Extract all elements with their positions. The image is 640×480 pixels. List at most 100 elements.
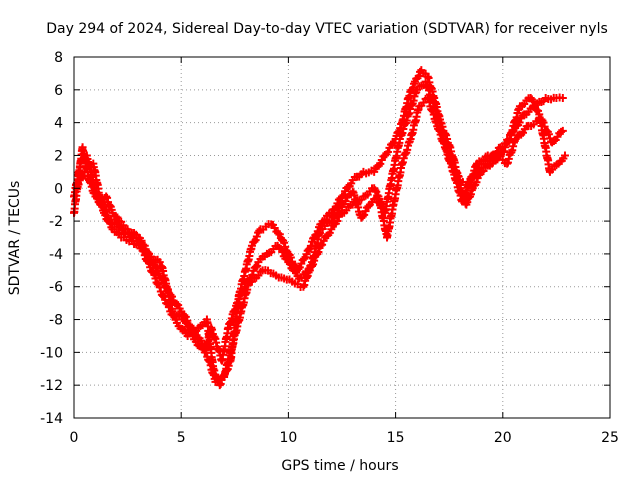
data-point: [247, 277, 256, 286]
data-point: [295, 263, 304, 272]
y-tick-label: 8: [54, 50, 63, 66]
data-point: [78, 172, 87, 181]
data-point: [251, 236, 260, 245]
data-point: [405, 137, 414, 146]
data-point: [250, 237, 259, 246]
data-point: [510, 136, 519, 145]
data-point: [145, 259, 154, 268]
x-axis-label: GPS time / hours: [281, 458, 398, 474]
ticks: [73, 56, 611, 419]
x-tick-label: 0: [70, 430, 79, 446]
data-point: [168, 304, 177, 313]
data-point: [347, 179, 356, 188]
data-point: [298, 256, 307, 265]
data-point: [494, 143, 503, 152]
data-point: [529, 97, 538, 106]
x-tick-label: 15: [387, 430, 405, 446]
data-point: [363, 203, 372, 212]
data-point: [192, 326, 201, 335]
data-point: [503, 135, 512, 144]
data-point: [559, 154, 568, 163]
data-point: [260, 252, 269, 261]
data-point: [182, 319, 191, 328]
data-series-3: [72, 94, 569, 365]
y-tick-label: -12: [40, 378, 63, 394]
data-point: [364, 202, 373, 211]
x-tick-label: 25: [601, 430, 619, 446]
data-point: [188, 331, 197, 340]
data-point: [125, 237, 134, 246]
data-point: [307, 261, 316, 270]
y-tick-label: 2: [54, 148, 63, 164]
y-tick-label: 0: [54, 181, 63, 197]
grid: [74, 57, 610, 418]
data-point: [471, 170, 480, 179]
y-tick-label: -14: [40, 411, 63, 427]
data-point: [183, 322, 192, 331]
data-point: [111, 212, 120, 221]
y-tick-label: -10: [40, 345, 63, 361]
x-tick-label: 10: [279, 430, 297, 446]
data-point: [240, 286, 249, 295]
data-point: [266, 269, 275, 278]
plot-frame: [73, 56, 611, 419]
tick-labels: 0 5 10 15 20 25 -14 -12 -10 -8 -6 -4 -2 0 2 4 6 8: [40, 50, 619, 446]
data-point: [534, 106, 543, 115]
data-point: [79, 171, 88, 180]
data-point: [255, 226, 264, 235]
data-point: [409, 79, 418, 88]
data-point: [472, 178, 481, 187]
data-point: [153, 255, 162, 264]
data-point: [274, 229, 283, 238]
data-point: [448, 166, 457, 175]
data-point: [367, 166, 376, 175]
data-point: [386, 180, 395, 189]
data-point: [440, 139, 449, 148]
data-point: [300, 254, 309, 263]
data-point: [333, 208, 342, 217]
data-point: [235, 294, 244, 303]
data-point: [236, 309, 245, 318]
data-point: [483, 156, 492, 165]
data-point: [376, 159, 385, 168]
data-point: [325, 218, 334, 227]
data-point: [414, 71, 423, 80]
data-point: [177, 312, 186, 321]
data-point: [113, 213, 122, 222]
y-tick-label: 6: [54, 83, 63, 99]
data-point: [150, 271, 159, 280]
data-point: [412, 88, 421, 97]
data-point: [138, 242, 147, 251]
data-point: [518, 111, 527, 120]
data-point: [280, 238, 289, 247]
data-point: [388, 201, 397, 210]
data-point: [288, 277, 297, 286]
data-point: [275, 243, 284, 252]
data-point: [282, 255, 291, 264]
data-point: [221, 367, 230, 376]
data-point: [141, 248, 150, 257]
data-point: [74, 180, 83, 189]
data-point: [371, 186, 380, 195]
data-point: [129, 234, 138, 243]
data-point: [334, 195, 343, 204]
y-tick-label: -8: [49, 313, 63, 329]
data-point: [175, 304, 184, 313]
data-point: [557, 127, 566, 136]
data-point: [360, 210, 369, 219]
data-point: [155, 283, 164, 292]
y-axis-label: SDTVAR / TECUs: [7, 181, 23, 296]
data-point: [325, 228, 334, 237]
data-point: [552, 161, 561, 170]
data-point: [282, 246, 291, 255]
y-tick-label: 4: [54, 116, 63, 132]
data-point: [346, 201, 355, 210]
data-point: [465, 177, 474, 186]
data-point: [555, 93, 564, 102]
y-tick-label: -4: [49, 247, 63, 263]
data-point: [252, 232, 261, 241]
data-point: [209, 362, 218, 371]
data-point: [256, 267, 265, 276]
data-point: [395, 138, 404, 147]
